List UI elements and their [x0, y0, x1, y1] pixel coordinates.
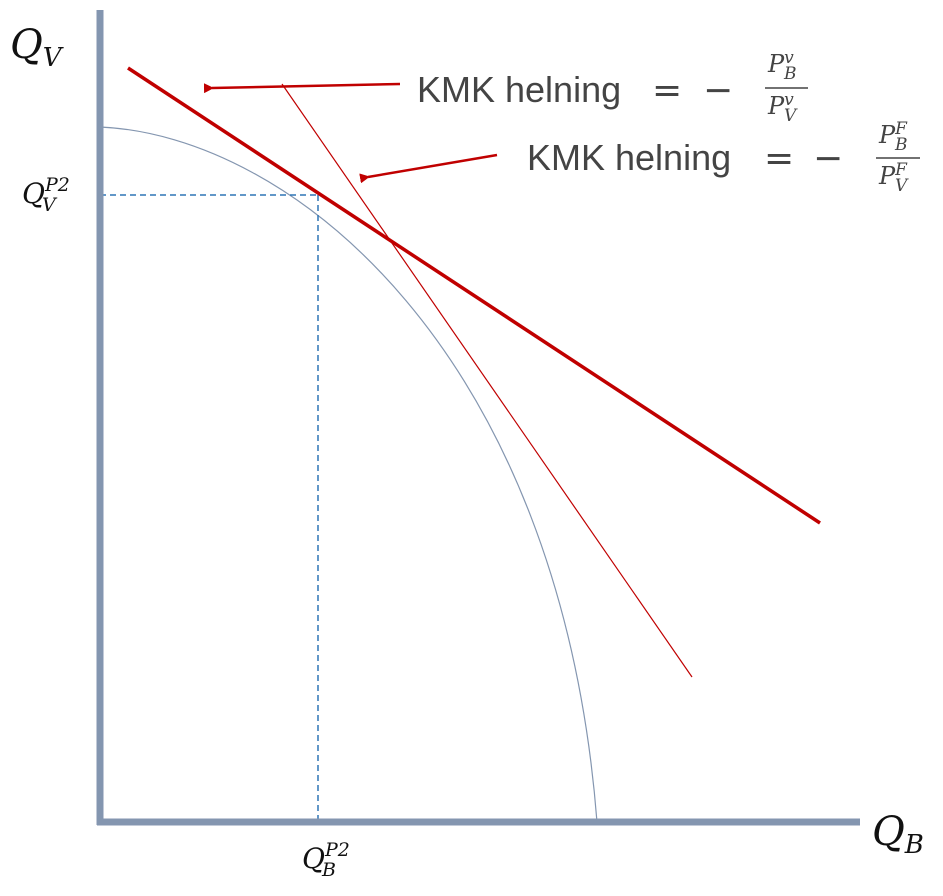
x-axis-label: QB [872, 809, 924, 860]
annotation-1-minus: − [703, 70, 733, 111]
annotation-2-denominator: PF V [878, 160, 909, 196]
annotation-1-denominator: Pv V [767, 90, 798, 126]
annotation-1-equals: = [652, 70, 682, 111]
annotation-2: KMK helning = − PF B PF V [527, 119, 920, 196]
annotation-2-text: KMK helning [527, 137, 731, 178]
annotation-arrow-2 [359, 153, 498, 184]
annotation-arrow-1 [203, 82, 401, 94]
y-axis-label: QV [10, 22, 64, 73]
annotation-1-text: KMK helning [417, 69, 621, 110]
annotation-2-equals: = [764, 138, 794, 179]
production-possibility-curve [99, 126, 598, 823]
thick-price-line [127, 66, 821, 525]
annotation-1: KMK helning = − Pv B Pv V [417, 48, 808, 126]
x-tick-label: QP2 B [302, 839, 350, 881]
annotation-1-numerator: Pv B [767, 48, 797, 84]
thin-price-line [281, 83, 693, 678]
y-tick-label: QP2 V [22, 174, 70, 216]
annotation-2-numerator: PF B [878, 119, 908, 155]
annotation-2-minus: − [813, 138, 843, 179]
